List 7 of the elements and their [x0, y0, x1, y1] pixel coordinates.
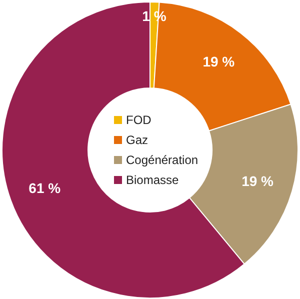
- slice-label: Biomasse: [126, 173, 180, 188]
- data-label: 19 %: [242, 173, 274, 190]
- legend-label: Cogénération: [126, 153, 198, 168]
- legend-label: Gaz: [126, 133, 148, 148]
- data-label: 19 %: [202, 53, 236, 70]
- data-label: 61 %: [28, 180, 62, 196]
- legend-label: FOD: [126, 113, 152, 128]
